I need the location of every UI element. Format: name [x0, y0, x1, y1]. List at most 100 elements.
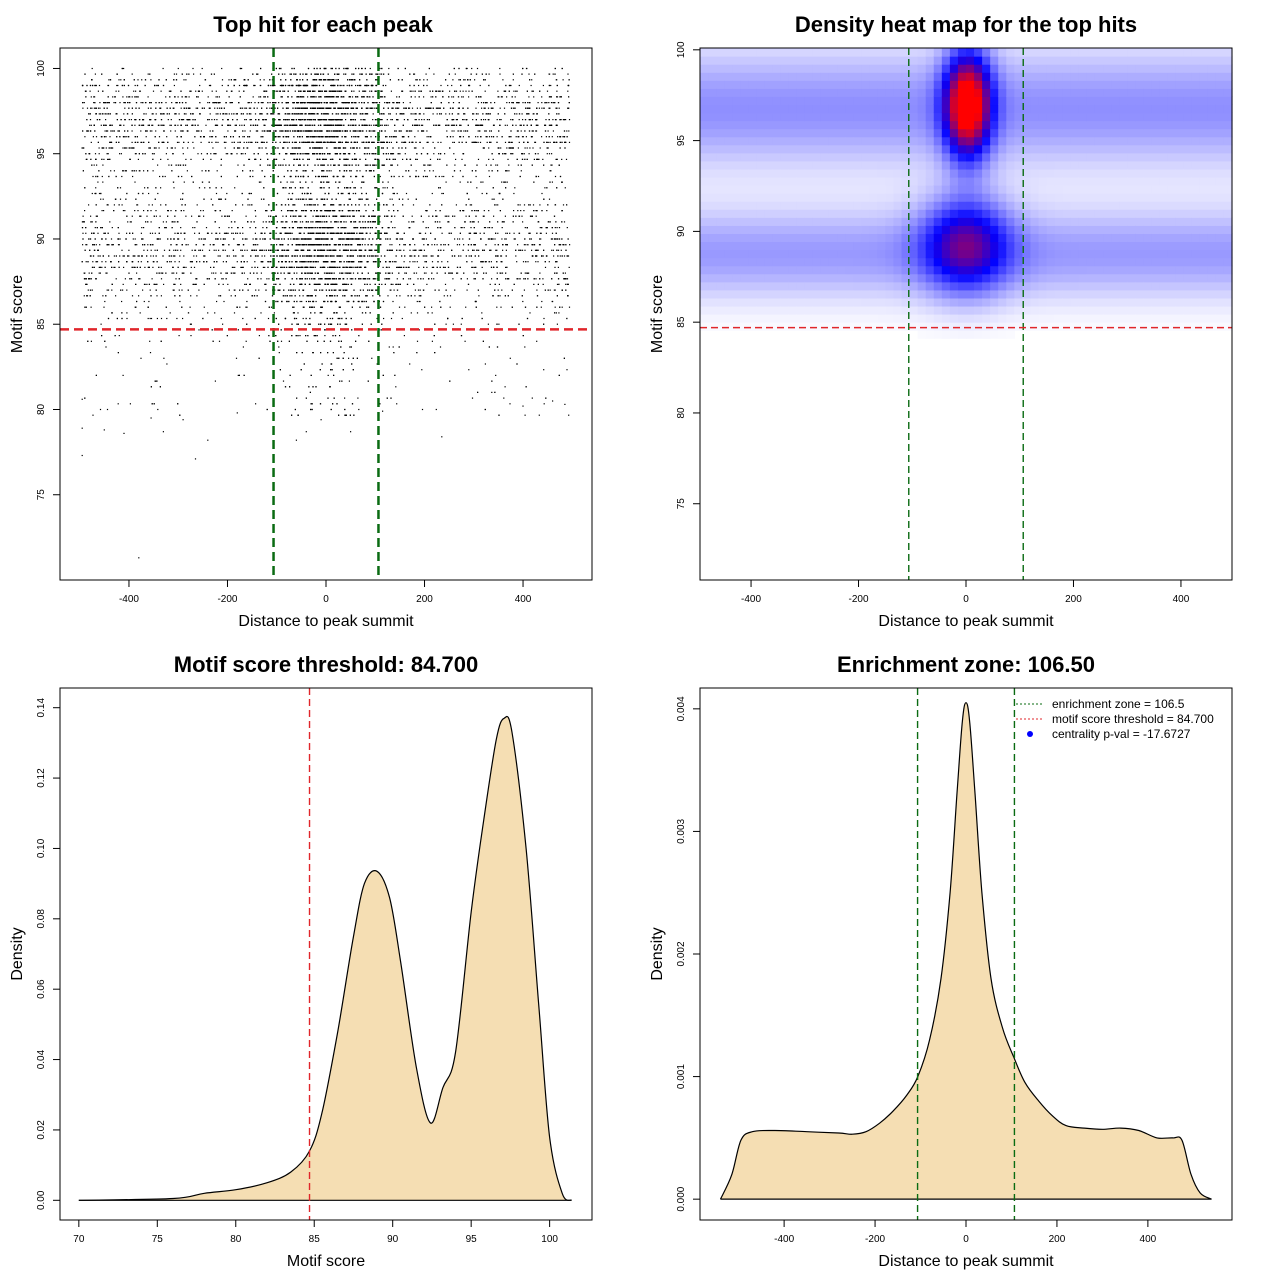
scatter-point: [129, 278, 131, 280]
scatter-point: [202, 317, 204, 320]
scatter-point: [205, 170, 207, 172]
scatter-point: [566, 278, 568, 280]
scatter-point: [158, 147, 160, 149]
scatter-point: [166, 113, 168, 115]
scatter-point: [331, 136, 333, 138]
scatter-point: [155, 210, 157, 212]
scatter-point: [155, 215, 157, 217]
scatter-point: [100, 192, 102, 195]
scatter-point: [225, 153, 227, 155]
scatter-point: [567, 90, 569, 92]
scatter-point: [456, 266, 459, 268]
scatter-point: [193, 255, 195, 257]
scatter-point: [143, 210, 145, 212]
scatter-point: [207, 119, 209, 121]
scatter-point: [304, 210, 307, 212]
scatter-point: [260, 158, 262, 160]
scatter-point: [403, 249, 405, 251]
scatter-point: [471, 170, 473, 172]
scatter-point: [89, 130, 92, 132]
scatter-point: [409, 244, 411, 246]
scatter-point: [214, 380, 216, 382]
scatter-point: [393, 261, 395, 263]
scatter-point: [370, 136, 372, 138]
scatter-point: [538, 414, 540, 416]
scatter-point: [468, 84, 471, 87]
scatter-point: [497, 204, 499, 206]
scatter-point: [209, 187, 211, 189]
scatter-point: [392, 300, 394, 303]
scatter-point: [396, 141, 398, 143]
scatter-point: [114, 266, 116, 268]
scatter-point: [448, 124, 450, 126]
scatter-point: [307, 124, 309, 126]
scatter-point: [224, 232, 227, 234]
scatter-point: [380, 255, 382, 257]
scatter-point: [505, 238, 507, 240]
scatter-point: [107, 158, 109, 160]
scatter-point: [248, 136, 251, 138]
scatter-point: [381, 90, 383, 92]
scatter-point: [106, 102, 108, 104]
scatter-point: [483, 147, 485, 149]
scatter-point: [296, 113, 299, 115]
scatter-point: [492, 187, 494, 189]
scatter-point: [488, 136, 491, 138]
scatter-point: [254, 102, 256, 104]
scatter-point: [459, 170, 461, 172]
scatter-point: [431, 244, 433, 246]
scatter-point: [143, 300, 145, 303]
scatter-point: [475, 107, 477, 109]
scatter-point: [101, 261, 103, 263]
scatter-point: [227, 283, 229, 285]
scatter-point: [105, 238, 107, 240]
scatter-point: [136, 266, 138, 268]
scatter-point: [536, 119, 538, 121]
scatter-point: [452, 79, 454, 81]
scatter-point: [497, 147, 499, 149]
scatter-point: [170, 130, 172, 132]
scatter-point: [400, 249, 402, 251]
scatter-point: [257, 141, 259, 143]
scatter-point: [260, 272, 262, 274]
scatter-point: [165, 96, 167, 98]
scatter-point: [463, 227, 465, 229]
scatter-point: [468, 255, 470, 257]
scatter-point: [122, 255, 124, 257]
scatter-point: [478, 96, 480, 98]
scatter-point: [381, 73, 383, 75]
scatter-point: [541, 300, 543, 303]
scatter-point: [505, 170, 507, 172]
scatter-point: [508, 164, 510, 166]
scatter-point: [99, 272, 101, 274]
scatter-point: [198, 329, 200, 331]
scatter-point: [304, 153, 306, 155]
scatter-point: [158, 272, 160, 274]
scatter-point: [188, 119, 190, 121]
scatter-point: [490, 130, 492, 132]
scatter-point: [349, 164, 351, 166]
scatter-point: [114, 96, 116, 98]
scatter-point: [345, 119, 347, 121]
scatter-point: [93, 232, 95, 234]
scatter-point: [150, 221, 152, 223]
scatter-point: [218, 340, 221, 342]
scatter-point: [545, 136, 547, 138]
scatter-point: [240, 266, 242, 268]
scatter-point: [389, 261, 391, 263]
scatter-point: [388, 210, 390, 212]
scatter-point: [307, 192, 309, 195]
scatter-point: [310, 403, 312, 405]
scatter-point: [181, 289, 183, 291]
scatter-point: [517, 210, 519, 212]
scatter-point: [290, 73, 292, 75]
scatter-point: [413, 84, 415, 87]
scatter-point: [171, 102, 173, 104]
scatter-point: [182, 147, 184, 149]
scatter-point: [566, 255, 568, 257]
scatter-point: [299, 295, 301, 297]
scatter-point: [428, 107, 430, 109]
scatter-point: [423, 255, 425, 257]
scatter-point: [141, 227, 143, 229]
scatter-point: [207, 312, 209, 314]
